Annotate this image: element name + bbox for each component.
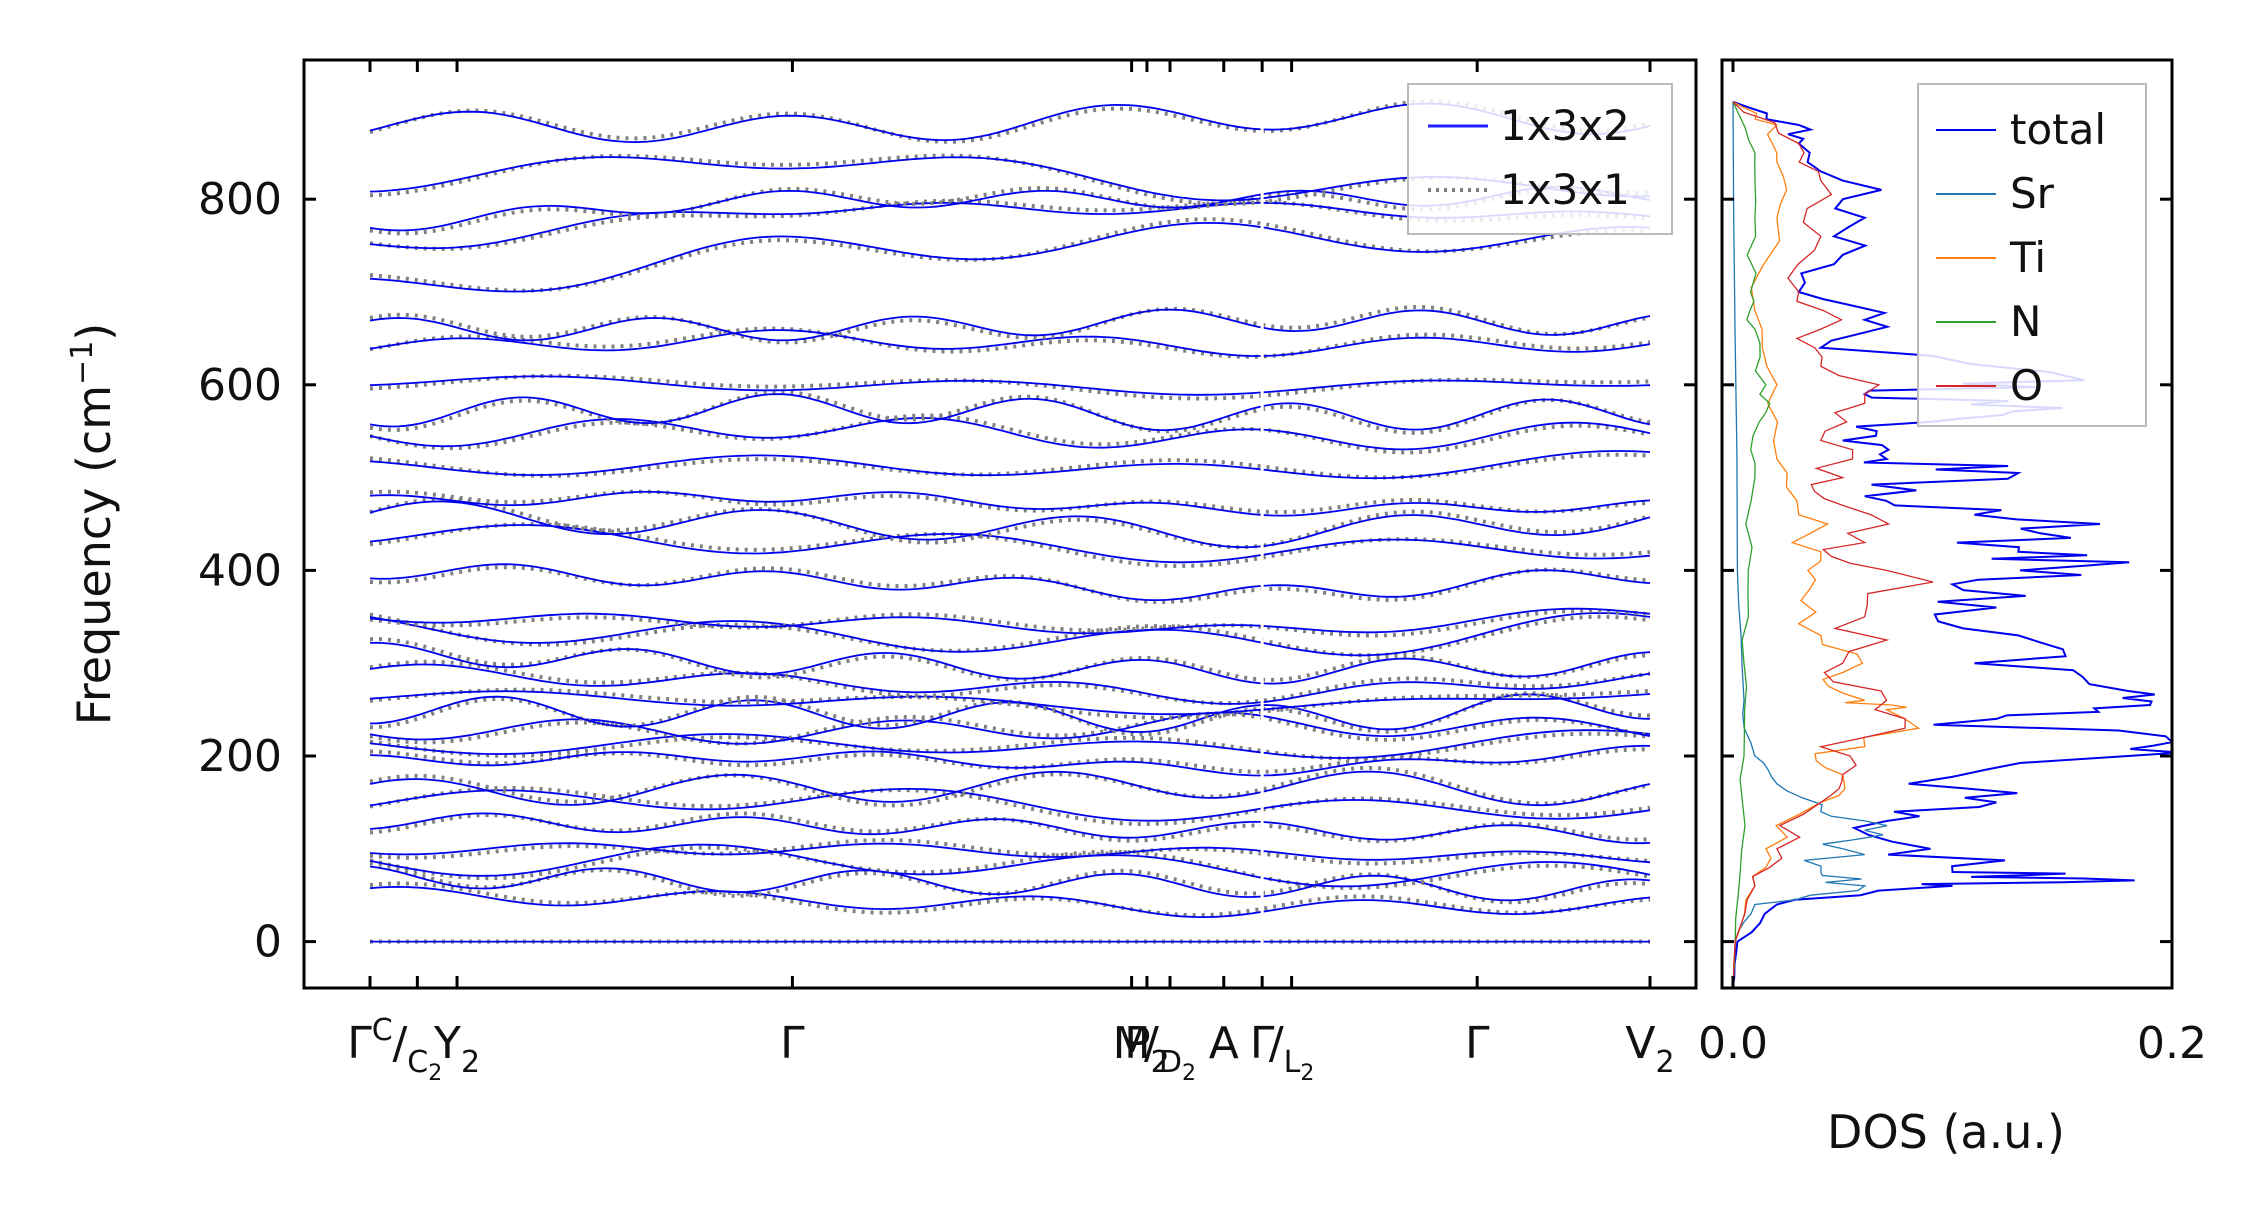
band-legend-box <box>1407 83 1673 235</box>
band-curve-1x3x1 <box>369 489 1651 515</box>
band-curve-1x3x2 <box>369 329 1651 357</box>
band-y-tick-label: 800 <box>198 174 282 225</box>
band-frame <box>302 58 1698 990</box>
dos-curve-total <box>1732 100 2172 988</box>
dos-legend-label-o: O <box>2010 361 2043 410</box>
band-curve-1x3x2 <box>369 563 1651 601</box>
legend-label-1x3x2: 1x3x2 <box>1500 101 1630 150</box>
dos-frame <box>1720 58 2174 990</box>
band-curve-1x3x2 <box>369 843 1651 888</box>
dos-y-ticks <box>1722 197 2172 944</box>
band-x-tick-label: M <box>1113 1018 1151 1069</box>
band-curve-1x3x1 <box>369 612 1651 658</box>
band-curve-1x3x2 <box>369 450 1651 480</box>
band-curve-1x3x2 <box>369 729 1651 759</box>
band-y-tick-label: 400 <box>198 545 282 596</box>
dos-x-axis-label: DOS (a.u.) <box>1827 1105 2065 1159</box>
band-curve-1x3x2 <box>369 490 1651 517</box>
dos-curve-o <box>1732 101 1934 988</box>
dos-curve-sr <box>1732 101 1888 988</box>
band-curve-1x3x2 <box>369 393 1651 432</box>
band-curve-1x3x2 <box>369 744 1651 777</box>
band-x-tick-label: P2 <box>1124 1018 1170 1080</box>
band-curve-1x3x1 <box>369 389 1651 435</box>
dos-curve-n <box>1732 101 1771 988</box>
band-curve-1x3x2 <box>369 641 1651 685</box>
dos-curves <box>1732 100 2172 988</box>
band-curve-1x3x2 <box>369 842 1651 864</box>
band-curve-1x3x2 <box>369 607 1651 635</box>
band-curve-1x3x2 <box>369 885 1651 919</box>
band-x-tick-label: ΓC <box>347 1013 392 1069</box>
band-curve-1x3x2 <box>369 865 1651 902</box>
band-curve-1x3x2 <box>369 612 1651 657</box>
dos-curve-ti <box>1732 101 1921 988</box>
band-x-tick-label: Γ <box>1250 1018 1275 1069</box>
dos-legend-label-ti: Ti <box>2009 233 2046 282</box>
band-x-tick-label: /D2 <box>1144 1018 1196 1086</box>
dos-legend-label-total: total <box>2010 105 2106 154</box>
band-curve-1x3x2 <box>369 812 1651 845</box>
band-curve-1x3x1 <box>369 305 1651 345</box>
band-x-tick-label: /C2 <box>392 1018 442 1086</box>
band-curve-1x3x1 <box>369 881 1651 918</box>
dos-legend-entries: total Sr Ti NO <box>1936 105 2106 410</box>
band-curve-1x3x2 <box>369 788 1651 822</box>
band-x-tick-label: Y2 <box>433 1018 480 1080</box>
band-y-ticks: 0 200 400 600 800 <box>198 174 1696 968</box>
band-curve-1x3x1 <box>369 731 1651 761</box>
band-curve-1x3x2 <box>369 500 1651 549</box>
band-curve-1x3x2 <box>369 690 1651 716</box>
dos-legend-label-n: N <box>2010 297 2041 346</box>
legend-label-1x3x1: 1x3x1 <box>1500 165 1630 214</box>
band-curve-1x3x2 <box>369 308 1651 342</box>
band-y-tick-label: 600 <box>198 360 282 411</box>
dos-x-ticks: 0.0 0.2 <box>1698 60 2207 1069</box>
band-x-tick-label: Γ <box>1465 1018 1490 1069</box>
band-curve-1x3x1 <box>369 765 1651 808</box>
band-x-tick-label: Γ <box>780 1018 805 1069</box>
band-curve-1x3x2 <box>369 417 1651 451</box>
band-y-tick-label: 200 <box>198 731 282 782</box>
band-curve-1x3x2 <box>369 221 1651 293</box>
band-curve-1x3x1 <box>369 861 1651 905</box>
band-curve-1x3x2 <box>369 663 1651 705</box>
band-curve-1x3x2 <box>369 770 1651 807</box>
band-curve-1x3x1 <box>369 99 1651 144</box>
dos-legend: total Sr Ti NO <box>1917 83 2147 427</box>
band-legend: 1x3x2 1x3x1 <box>1407 83 1673 235</box>
band-y-tick-label: 0 <box>254 917 282 968</box>
band-y-axis-label: Frequency (cm−1) <box>65 323 121 726</box>
dos-legend-label-sr: Sr <box>2010 169 2055 218</box>
dos-x-tick-label: 0.0 <box>1698 1018 1768 1069</box>
dos-legend-box <box>1917 83 2147 427</box>
band-curve-1x3x1 <box>369 687 1651 720</box>
band-curve-1x3x2 <box>369 375 1651 396</box>
band-x-tick-label: V2 <box>1625 1018 1674 1080</box>
dos-x-tick-label: 0.2 <box>2137 1018 2207 1069</box>
dos-panel: 0.0 0.2 DOS (a.u.) total Sr Ti NO <box>1698 58 2207 1159</box>
band-x-tick-label: /L2 <box>1269 1018 1315 1086</box>
band-curve-1x3x1 <box>369 413 1651 455</box>
band-x-tick-label: A <box>1209 1018 1239 1069</box>
band-curve-1x3x1 <box>369 497 1651 550</box>
